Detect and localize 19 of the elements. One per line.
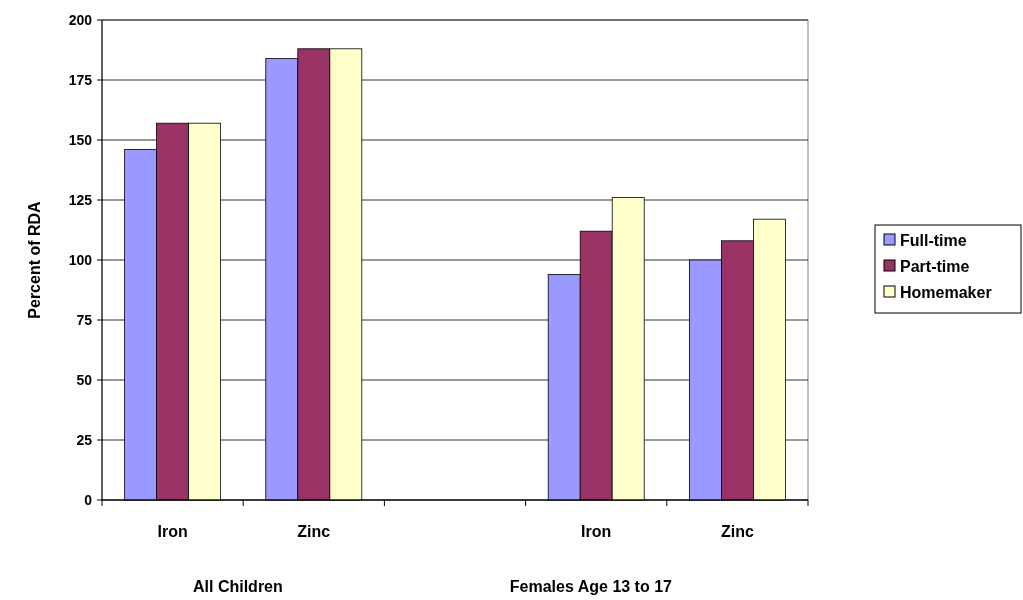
text: All Children xyxy=(193,578,283,595)
legend-label: Homemaker xyxy=(900,283,992,301)
x-tick-label: Iron xyxy=(157,523,188,540)
x-tick-label: Zinc xyxy=(720,523,754,540)
x-tick-label: Iron xyxy=(581,523,612,540)
text: Females Age 13 to 17 xyxy=(509,578,673,595)
legend-label: Full-time xyxy=(900,231,967,249)
y-tick-label: 0 xyxy=(84,491,93,508)
x-tick-label: Zinc xyxy=(297,523,331,540)
y-tick-label: 200 xyxy=(68,11,93,28)
y-tick-label: 75 xyxy=(76,311,93,328)
y-tick-label: 100 xyxy=(68,251,93,268)
y-tick-label: 50 xyxy=(76,371,93,388)
y-tick-label: 25 xyxy=(76,431,93,448)
y-axis-title: Percent of RDA xyxy=(26,200,43,319)
legend-label: Part-time xyxy=(900,257,970,275)
y-tick-label: 175 xyxy=(68,71,93,88)
y-tick-label: 125 xyxy=(68,191,93,208)
y-tick-label: 150 xyxy=(68,131,93,148)
